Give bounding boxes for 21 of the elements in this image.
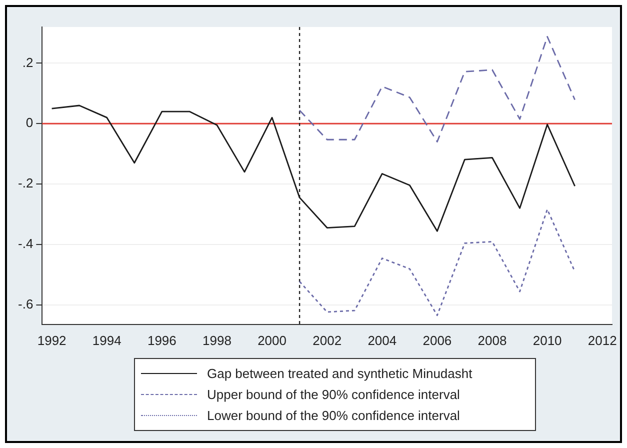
legend-label: Gap between treated and synthetic Minudasht [207, 366, 472, 381]
y-tick-label: 0 [26, 115, 34, 130]
x-tick-label: 2000 [258, 332, 286, 348]
y-tick-label: -.4 [18, 236, 34, 251]
legend-label: Upper bound of the 90% confidence interval [207, 387, 460, 402]
x-tick-label: 2012 [588, 332, 617, 348]
line-series [298, 36, 576, 142]
x-tick-label: 2002 [312, 332, 342, 348]
x-tick-label: 1994 [92, 332, 122, 348]
x-tick-label: 1992 [37, 332, 66, 348]
x-tick-label: 1998 [202, 332, 232, 348]
x-tick-label: 2008 [478, 332, 507, 348]
x-tick-label: 2010 [532, 332, 562, 348]
x-tick-label: 2006 [422, 332, 452, 348]
x-tick-label: 2004 [368, 332, 397, 348]
x-tick-label: 1996 [147, 332, 176, 348]
legend-label: Lower bound of the 90% confidence interval [207, 408, 460, 423]
y-tick-label: -.6 [18, 296, 34, 312]
y-tick-label: .2 [22, 54, 34, 70]
y-tick-label: -.2 [18, 176, 34, 191]
line-series [298, 208, 576, 316]
